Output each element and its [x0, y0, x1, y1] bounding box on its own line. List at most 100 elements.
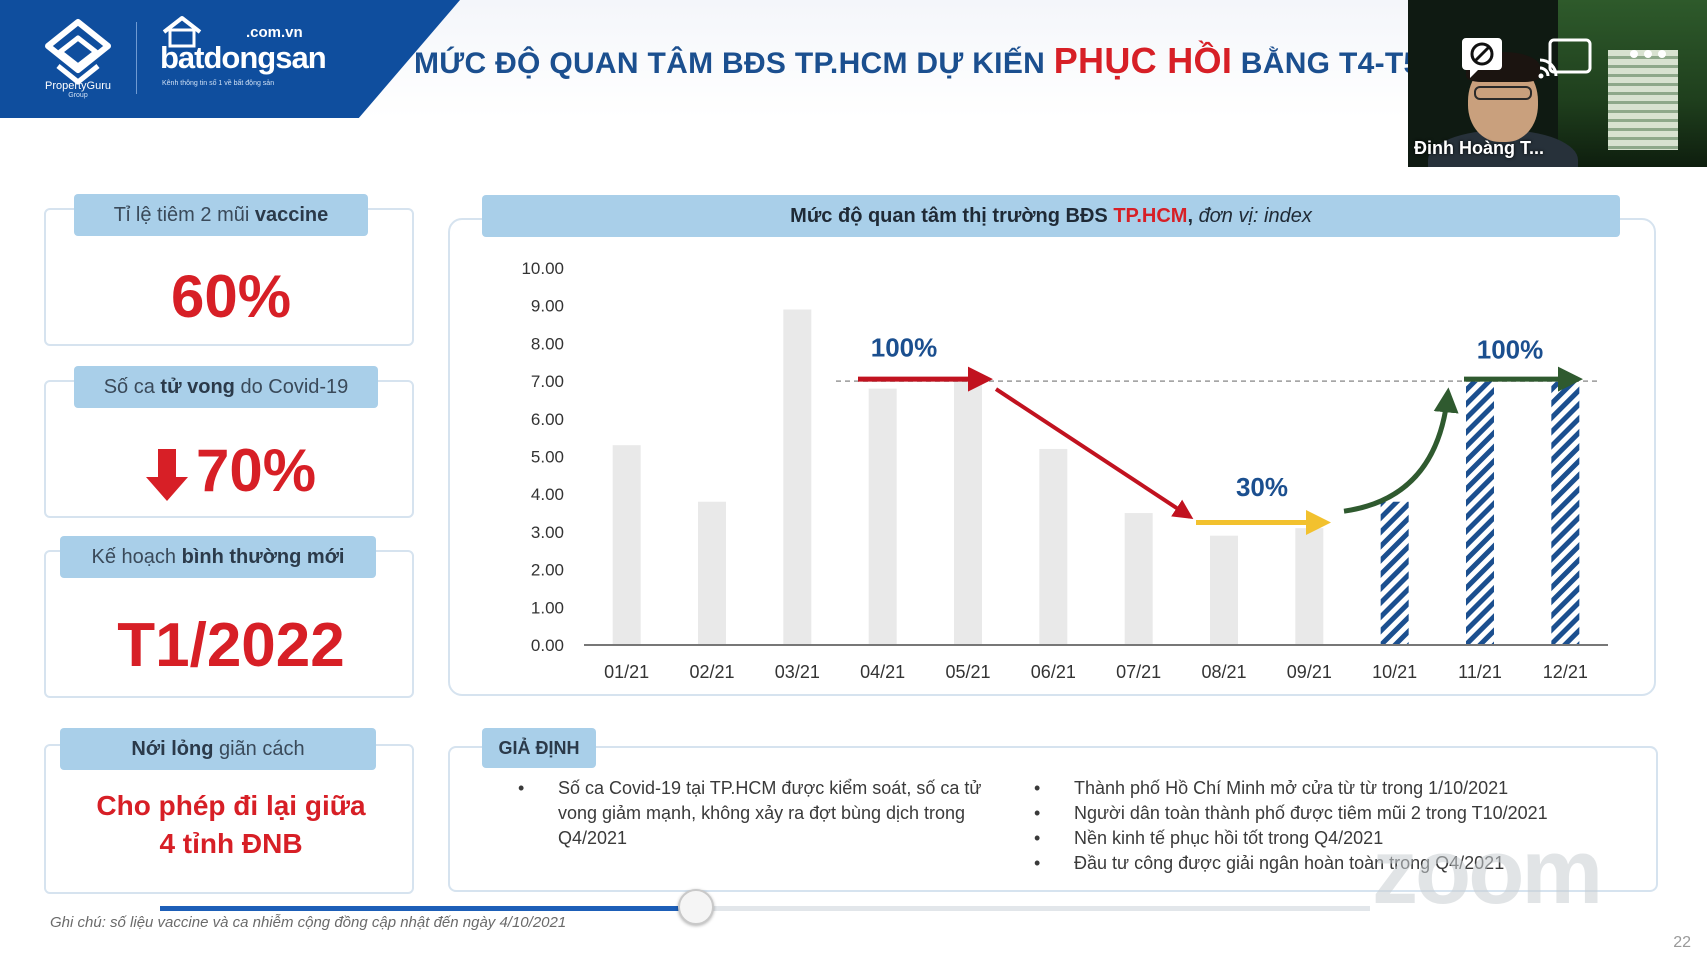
- vaccine-label-pre: Tỉ lệ tiêm 2 mũi: [113, 204, 255, 226]
- new-normal-label-pre: Kế hoạch: [91, 546, 182, 568]
- x-tick-label: 08/21: [1201, 662, 1246, 682]
- logo-divider: [136, 22, 137, 94]
- vaccine-label-bold: vaccine: [254, 204, 329, 226]
- new-normal-value: T1/2022: [117, 611, 345, 680]
- list-item: Số ca Covid-19 tại TP.HCM được kiểm soát…: [518, 776, 988, 851]
- x-tick-label: 06/21: [1031, 662, 1076, 682]
- zoom-watermark: zoom: [1372, 821, 1603, 923]
- propertyguru-sub: Group: [68, 92, 88, 99]
- x-tick-label: 09/21: [1287, 662, 1332, 682]
- list-item: Đầu tư công được giải ngân hoàn toàn tro…: [1034, 851, 1634, 876]
- relax-value-line-1: Cho phép đi lại giữa: [96, 790, 366, 821]
- page-number: 22: [1673, 934, 1691, 951]
- footnote: Ghi chú: số liệu vaccine và ca nhiễm cộn…: [50, 914, 567, 931]
- x-tick-label: 02/21: [689, 662, 734, 682]
- y-tick-label: 8.00: [531, 334, 564, 353]
- relax-label-bold: Nới lỏng: [131, 738, 214, 760]
- stat-label-vaccine: Tỉ lệ tiêm 2 mũi vaccine: [74, 194, 368, 236]
- propertyguru-logo-icon: [45, 19, 111, 85]
- progress-fill: [160, 906, 697, 911]
- bar: [698, 501, 726, 645]
- y-tick-label: 1.00: [531, 598, 564, 617]
- chart-title-red: TP.HCM: [1113, 205, 1188, 227]
- forecast-bar: [1466, 381, 1494, 645]
- title-post: BẰNG T4-T5: [1232, 47, 1421, 80]
- stat-label-relax: Nới lỏng giãn cách: [60, 728, 376, 770]
- bar: [612, 445, 641, 645]
- deaths-value-row: 70%: [46, 436, 416, 505]
- bar: [954, 381, 982, 645]
- slide-title: MỨC ĐỘ QUAN TÂM BĐS TP.HCM DỰ KIẾN PHỤC …: [414, 40, 1420, 82]
- y-tick-label: 2.00: [531, 561, 564, 580]
- chart-title-unit: đơn vị: index: [1198, 205, 1312, 227]
- x-tick-label: 07/21: [1116, 662, 1161, 682]
- y-tick-label: 3.00: [531, 523, 564, 542]
- y-tick-label: 6.00: [531, 410, 564, 429]
- x-tick-label: 12/21: [1543, 662, 1588, 682]
- chart-title-pre: Mức độ quan tâm thị trường BĐS: [790, 205, 1114, 227]
- forecast-bar: [1380, 501, 1409, 645]
- batdongsan-tagline: Kênh thông tin số 1 về bất động sản: [162, 80, 275, 87]
- assumptions-panel: [448, 746, 1658, 892]
- bar: [1039, 448, 1068, 645]
- list-item: Người dân toàn thành phố được tiêm mũi 2…: [1034, 801, 1634, 826]
- chart-title: Mức độ quan tâm thị trường BĐS TP.HCM, đ…: [482, 195, 1620, 237]
- x-tick-label: 05/21: [945, 662, 990, 682]
- list-item: Thành phố Hồ Chí Minh mở cửa từ từ trong…: [1034, 776, 1634, 801]
- bar: [1210, 535, 1238, 645]
- chart-title-post: ,: [1187, 205, 1199, 227]
- bar: [783, 309, 812, 645]
- green-rise-arrow: [1343, 387, 1459, 514]
- propertyguru-text: PropertyGuru: [44, 80, 112, 92]
- y-tick-label: 4.00: [531, 485, 564, 504]
- annotation-label: 30%: [1236, 472, 1288, 502]
- title-highlight: PHỤC HỒI: [1053, 40, 1233, 81]
- batdongsan-logo-text: batdongsan: [160, 40, 327, 75]
- stat-label-new-normal: Kế hoạch bình thường mới: [60, 536, 376, 578]
- y-tick-label: 5.00: [531, 448, 564, 467]
- red-decline-arrow: [994, 387, 1194, 520]
- y-tick-label: 9.00: [531, 297, 564, 316]
- deaths-label-bold: tử vong: [160, 376, 235, 398]
- x-tick-label: 11/21: [1458, 662, 1502, 682]
- x-tick-label: 03/21: [775, 662, 820, 682]
- new-normal-label-bold: bình thường mới: [181, 546, 345, 568]
- video-progress-bar[interactable]: [160, 889, 1370, 925]
- bar: [868, 388, 897, 645]
- participant-video-tile[interactable]: Đinh Hoàng T...: [1408, 0, 1707, 167]
- annotation-label: 100%: [871, 333, 938, 363]
- bar: [1124, 513, 1153, 645]
- cast-icon[interactable]: [1536, 36, 1594, 80]
- down-arrow-icon: [145, 449, 188, 502]
- video-building: [1608, 50, 1678, 150]
- house-icon: [162, 16, 202, 48]
- x-tick-label: 10/21: [1372, 662, 1417, 682]
- assumptions-right-list: Thành phố Hồ Chí Minh mở cửa từ từ trong…: [1034, 776, 1634, 876]
- x-tick-label: 01/21: [604, 662, 649, 682]
- progress-scrubber-handle[interactable]: [678, 889, 715, 925]
- title-pre: MỨC ĐỘ QUAN TÂM BĐS TP.HCM DỰ KIẾN: [414, 47, 1054, 80]
- annotate-icon[interactable]: [1458, 32, 1506, 80]
- vaccine-rate-value: 60%: [170, 263, 292, 330]
- list-item: Nền kinh tế phục hồi tốt trong Q4/2021: [1034, 826, 1634, 851]
- forecast-bar: [1551, 381, 1580, 645]
- bar: [1295, 528, 1324, 645]
- deaths-value: 70%: [195, 437, 317, 504]
- deaths-label-post: do Covid-19: [234, 376, 349, 398]
- assumptions-tag: GIẢ ĐỊNH: [482, 728, 596, 768]
- deaths-label-pre: Số ca: [103, 376, 161, 398]
- relax-value-line-2: 4 tỉnh ĐNB: [159, 828, 303, 859]
- annotation-label: 100%: [1477, 334, 1544, 364]
- assumptions-left-list: Số ca Covid-19 tại TP.HCM được kiểm soát…: [518, 776, 988, 851]
- y-tick-label: 7.00: [531, 372, 564, 391]
- x-tick-label: 04/21: [860, 662, 905, 682]
- more-options-icon[interactable]: [1628, 44, 1668, 64]
- participant-name: Đinh Hoàng T...: [1414, 138, 1544, 158]
- batdongsan-domain: .com.vn: [246, 24, 303, 41]
- y-tick-label: 10.00: [521, 259, 564, 278]
- stat-label-deaths: Số ca tử vong do Covid-19: [74, 366, 378, 408]
- y-tick-label: 0.00: [531, 636, 564, 655]
- participant-glasses: [1474, 86, 1532, 100]
- relax-label-post: giãn cách: [213, 738, 305, 760]
